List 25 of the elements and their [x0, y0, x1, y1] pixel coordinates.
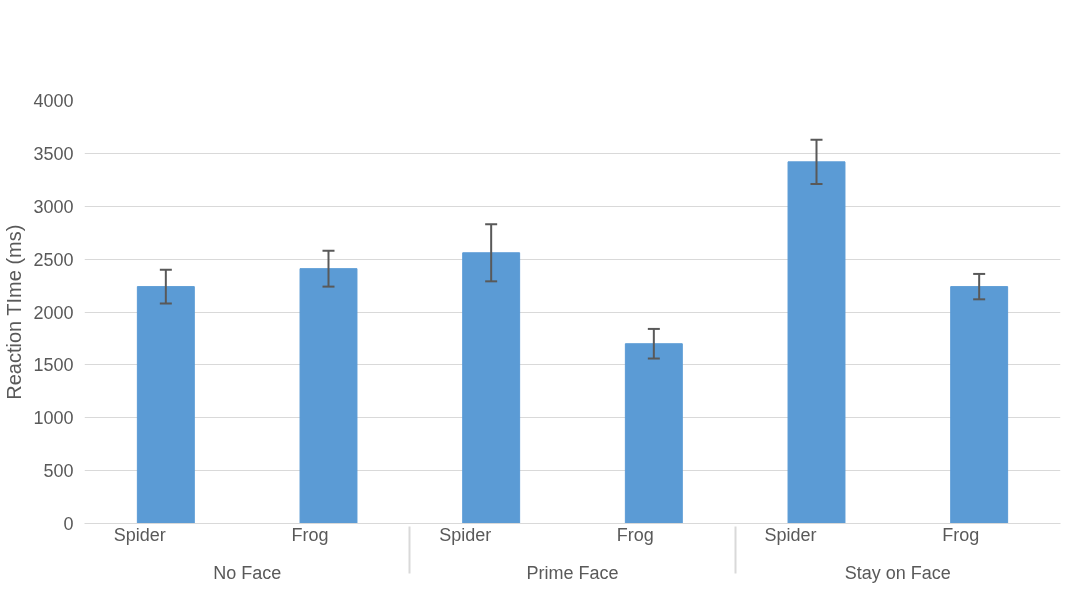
text: Prime Face	[526, 562, 619, 583]
bar	[136, 286, 195, 524]
bar	[950, 286, 1009, 524]
x-tick-label: Spider	[439, 524, 492, 545]
y-tick-label: 3000	[33, 196, 74, 217]
y-tick-label: 0	[63, 514, 74, 534]
y-axis-title: Reaction TIme (ms)	[3, 224, 26, 400]
y-tick-label: 1000	[33, 408, 74, 429]
x-tick-label: Frog	[291, 524, 329, 545]
x-tick-label: Frog	[942, 524, 980, 545]
bar	[787, 161, 846, 524]
bar	[624, 343, 683, 524]
y-tick-label: 2000	[33, 302, 74, 323]
bar	[299, 268, 358, 524]
x-tick-label: Frog	[616, 524, 654, 545]
text: Stay on Face	[844, 562, 951, 583]
y-tick-label: 2500	[33, 249, 74, 270]
y-tick-label: 4000	[33, 91, 74, 111]
y-tick-label: 500	[43, 461, 74, 482]
y-tick-label: 3500	[33, 143, 74, 164]
text: No Face	[213, 562, 282, 583]
y-tick-label: 1500	[33, 355, 74, 376]
x-tick-label: Spider	[764, 524, 817, 545]
x-tick-label: Spider	[113, 524, 166, 545]
bar	[462, 252, 521, 524]
